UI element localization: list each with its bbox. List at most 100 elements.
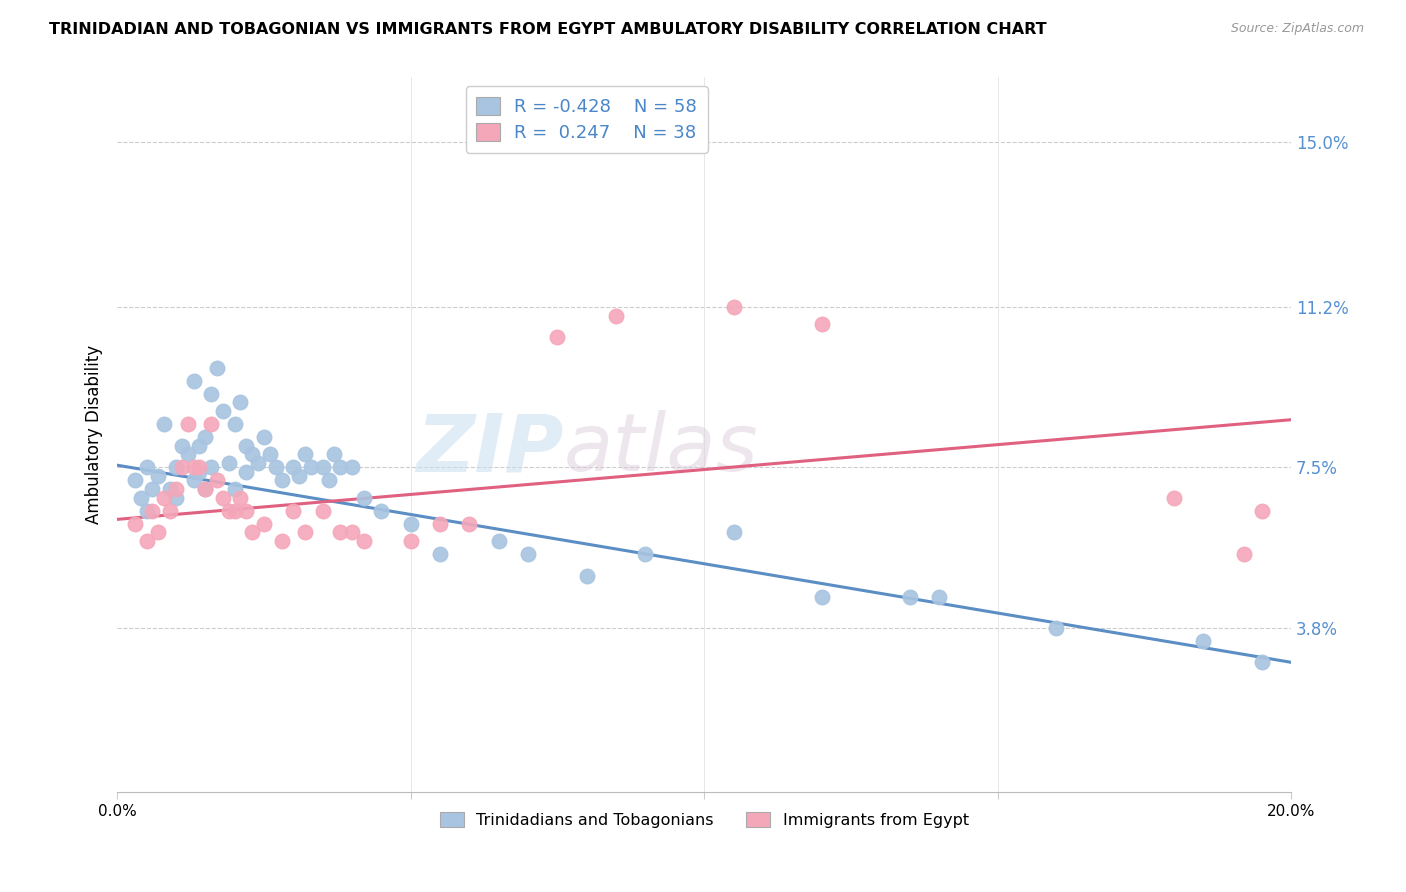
Point	[235, 439, 257, 453]
Point	[224, 417, 246, 431]
Text: ZIP: ZIP	[416, 410, 564, 488]
Point	[194, 482, 217, 496]
Point	[340, 525, 363, 540]
Point	[928, 591, 950, 605]
Legend: Trinidadians and Tobagonians, Immigrants from Egypt: Trinidadians and Tobagonians, Immigrants…	[433, 805, 976, 834]
Point	[294, 525, 316, 540]
Point	[183, 474, 205, 488]
Y-axis label: Ambulatory Disability: Ambulatory Disability	[86, 345, 103, 524]
Point	[200, 386, 222, 401]
Point	[240, 525, 263, 540]
Point	[318, 474, 340, 488]
Point	[399, 516, 422, 531]
Point	[605, 309, 627, 323]
Point	[124, 474, 146, 488]
Point	[1233, 547, 1256, 561]
Point	[183, 460, 205, 475]
Point	[148, 469, 170, 483]
Point	[311, 460, 333, 475]
Point	[340, 460, 363, 475]
Text: TRINIDADIAN AND TOBAGONIAN VS IMMIGRANTS FROM EGYPT AMBULATORY DISABILITY CORREL: TRINIDADIAN AND TOBAGONIAN VS IMMIGRANTS…	[49, 22, 1047, 37]
Point	[429, 547, 451, 561]
Point	[575, 568, 598, 582]
Text: Source: ZipAtlas.com: Source: ZipAtlas.com	[1230, 22, 1364, 36]
Point	[200, 417, 222, 431]
Point	[299, 460, 322, 475]
Point	[240, 447, 263, 461]
Point	[264, 460, 287, 475]
Point	[194, 482, 217, 496]
Point	[224, 482, 246, 496]
Point	[898, 591, 921, 605]
Point	[176, 447, 198, 461]
Point	[159, 504, 181, 518]
Point	[488, 534, 510, 549]
Point	[429, 516, 451, 531]
Point	[259, 447, 281, 461]
Point	[135, 534, 157, 549]
Point	[723, 300, 745, 314]
Point	[188, 465, 211, 479]
Point	[170, 439, 193, 453]
Point	[235, 504, 257, 518]
Point	[353, 491, 375, 505]
Point	[141, 482, 163, 496]
Point	[148, 525, 170, 540]
Point	[153, 417, 176, 431]
Point	[218, 456, 240, 470]
Point	[1250, 656, 1272, 670]
Point	[288, 469, 311, 483]
Point	[370, 504, 392, 518]
Point	[810, 591, 832, 605]
Point	[205, 360, 228, 375]
Point	[188, 439, 211, 453]
Point	[634, 547, 657, 561]
Point	[253, 516, 276, 531]
Point	[329, 525, 352, 540]
Point	[723, 525, 745, 540]
Point	[458, 516, 481, 531]
Point	[200, 460, 222, 475]
Point	[170, 460, 193, 475]
Point	[165, 491, 187, 505]
Point	[135, 460, 157, 475]
Text: atlas: atlas	[564, 410, 758, 488]
Point	[229, 491, 252, 505]
Point	[129, 491, 152, 505]
Point	[1250, 504, 1272, 518]
Point	[176, 417, 198, 431]
Point	[283, 460, 305, 475]
Point	[211, 491, 233, 505]
Point	[399, 534, 422, 549]
Point	[329, 460, 352, 475]
Point	[1163, 491, 1185, 505]
Point	[194, 430, 217, 444]
Point	[323, 447, 346, 461]
Point	[229, 395, 252, 409]
Point	[124, 516, 146, 531]
Point	[517, 547, 540, 561]
Point	[183, 374, 205, 388]
Point	[546, 330, 568, 344]
Point	[235, 465, 257, 479]
Point	[294, 447, 316, 461]
Point	[141, 504, 163, 518]
Point	[159, 482, 181, 496]
Point	[247, 456, 270, 470]
Point	[165, 460, 187, 475]
Point	[224, 504, 246, 518]
Point	[810, 318, 832, 332]
Point	[1045, 621, 1067, 635]
Point	[283, 504, 305, 518]
Point	[270, 474, 292, 488]
Point	[211, 404, 233, 418]
Point	[270, 534, 292, 549]
Point	[205, 474, 228, 488]
Point	[153, 491, 176, 505]
Point	[218, 504, 240, 518]
Point	[165, 482, 187, 496]
Point	[253, 430, 276, 444]
Point	[353, 534, 375, 549]
Point	[1192, 633, 1215, 648]
Point	[188, 460, 211, 475]
